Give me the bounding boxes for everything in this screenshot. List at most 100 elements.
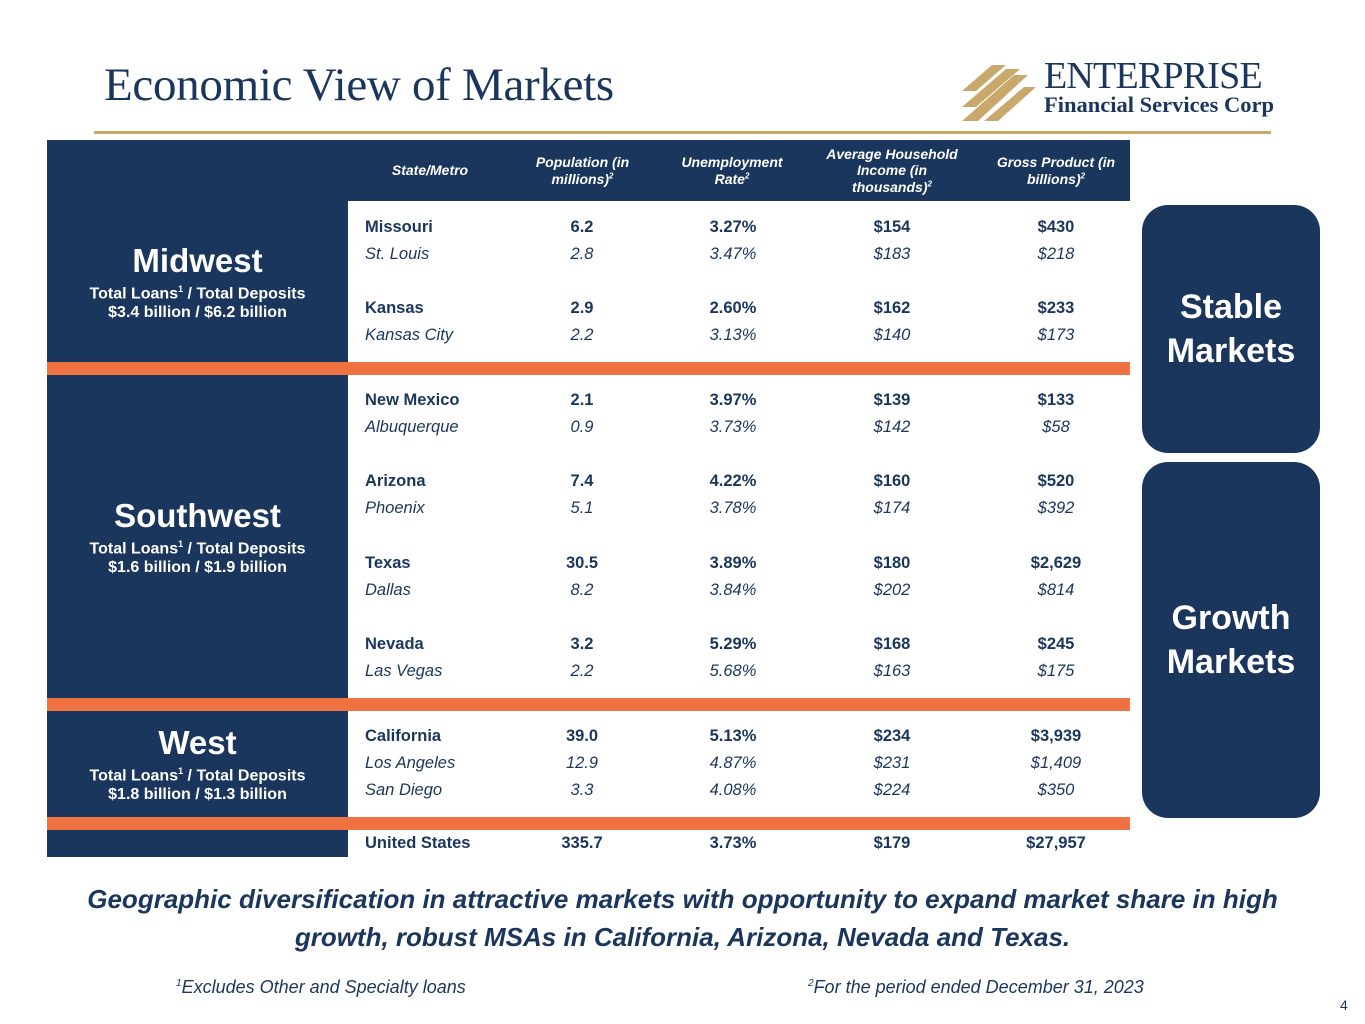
cell-pop: 8.2 [570,581,594,599]
cell-unemp: 3.89% [709,554,757,572]
logo-mark-icon [962,65,1036,121]
cell-pop: 335.7 [561,834,603,852]
region-name: West [158,724,237,761]
cell-pop: 2.9 [570,299,594,317]
state-name: Kansas [365,299,424,317]
cell-income: $154 [873,218,911,236]
region-separator [47,362,1130,375]
cell-gdp: $2,629 [1030,554,1082,572]
title-divider [94,131,1271,134]
cell-income: $183 [873,245,911,263]
cell-pop: 39.0 [565,727,599,745]
cell-gdp: $173 [1037,326,1075,344]
country-name: United States [365,834,471,852]
col-header-population: Population (in millions)2 [535,154,630,187]
cell-pop: 3.2 [570,635,594,653]
cell-income: $160 [873,472,911,490]
cell-unemp: 5.29% [709,635,757,653]
cell-income: $231 [873,754,911,772]
cell-unemp: 3.97% [709,391,757,409]
cell-unemp: 3.27% [709,218,757,236]
cell-unemp: 2.60% [709,299,757,317]
cell-gdp: $350 [1037,781,1075,799]
midwest-block [47,140,348,362]
cell-gdp: $218 [1037,245,1075,263]
cell-pop: 2.1 [570,391,594,409]
state-name: Nevada [365,635,424,653]
metro-name: St. Louis [365,245,430,263]
metro-name: Kansas City [365,326,454,344]
page-title: Economic View of Markets [104,59,614,111]
cell-income: $224 [873,781,911,799]
cell-pop: 7.4 [570,472,594,490]
cell-gdp: $392 [1037,499,1075,517]
cell-unemp: 5.13% [709,727,757,745]
logo-wordmark: ENTERPRISE [1044,55,1263,97]
cell-gdp: $1,409 [1030,754,1082,772]
metro-name: Albuquerque [365,418,459,436]
west-block [47,711,348,817]
state-name: New Mexico [365,391,460,409]
metro-name: Phoenix [365,499,425,517]
metro-name: San Diego [365,781,443,799]
logo-subtitle: Financial Services Corp [1044,92,1274,117]
cell-unemp: 5.68% [709,662,757,680]
page-number: 4 [1340,997,1348,1013]
cell-gdp: $3,939 [1030,727,1082,745]
us-block [47,830,348,857]
company-logo: ENTERPRISE Financial Services Corp [962,55,1274,123]
cell-income: $140 [873,326,911,344]
stable-markets-label: Stable Markets [1142,205,1320,453]
cell-unemp: 4.08% [709,781,757,799]
growth-markets-label: Growth Markets [1142,462,1320,818]
region-metric-values: $1.6 billion / $1.9 billion [108,559,287,577]
cell-unemp: 3.84% [709,581,757,599]
cell-pop: 6.2 [570,218,594,236]
metro-name: Los Angeles [365,754,456,772]
cell-gdp: $520 [1037,472,1075,490]
state-name: Arizona [365,472,426,490]
cell-gdp: $233 [1037,299,1075,317]
cell-income: $142 [873,418,911,436]
cell-pop: 2.8 [570,245,594,263]
tagline: Geographic diversification in attractive… [87,884,1278,952]
cell-unemp: 3.78% [709,499,757,517]
cell-income: $202 [873,581,911,599]
cell-unemp: 3.73% [709,834,757,852]
metro-name: Las Vegas [365,662,443,680]
cell-income: $234 [873,727,911,745]
footnote-1: 1Excludes Other and Specialty loans [176,977,466,997]
cell-pop: 2.2 [570,326,594,344]
cell-income: $174 [873,499,911,517]
cell-pop: 5.1 [570,499,594,517]
state-name: Missouri [365,218,433,236]
cell-gdp: $814 [1037,581,1075,599]
state-name: Texas [365,554,411,572]
cell-gdp: $27,957 [1026,834,1086,852]
southwest-block [47,375,348,698]
cell-gdp: $245 [1037,635,1075,653]
cell-income: $168 [873,635,911,653]
cell-unemp: 3.13% [709,326,757,344]
cell-unemp: 3.73% [709,418,757,436]
cell-income: $139 [873,391,911,409]
region-southwest: Southwest Total Loans1 / Total Deposits … [47,497,348,577]
cell-pop: 0.9 [570,418,594,436]
cell-income: $162 [873,299,911,317]
cell-gdp: $430 [1037,218,1075,236]
cell-unemp: 3.47% [709,245,757,263]
cell-gdp: $58 [1042,418,1070,436]
cell-unemp: 4.22% [709,472,757,490]
region-name: Midwest [132,242,263,279]
state-name: California [365,727,442,745]
cell-income: $163 [873,662,911,680]
cell-unemp: 4.87% [709,754,757,772]
cell-pop: 30.5 [565,554,599,572]
cell-pop: 12.9 [565,754,599,772]
cell-gdp: $175 [1037,662,1075,680]
col-header-income: Average Household Income (in thousands)2 [826,145,958,195]
cell-income: $179 [873,834,911,852]
cell-gdp: $133 [1037,391,1075,409]
col-header-unemployment: Unemployment Rate2 [681,154,783,187]
cell-pop: 3.3 [570,781,594,799]
